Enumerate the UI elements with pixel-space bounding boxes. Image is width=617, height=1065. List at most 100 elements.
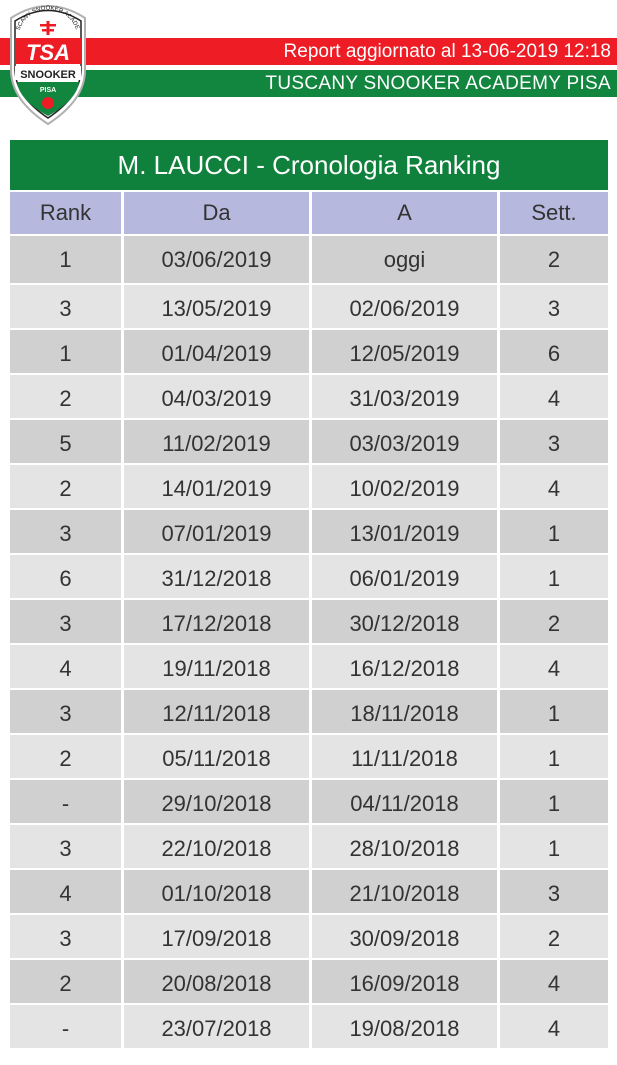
weeks-cell: 2	[500, 915, 608, 958]
from-date-cell: 01/04/2019	[124, 330, 309, 373]
from-date-cell: 17/09/2018	[124, 915, 309, 958]
from-date-cell: 12/11/2018	[124, 690, 309, 733]
from-date-cell: 14/01/2019	[124, 465, 309, 508]
to-date-cell: 10/02/2019	[312, 465, 497, 508]
table-row: 4 19/11/2018 16/12/2018 4	[10, 645, 608, 688]
weeks-cell: 4	[500, 1005, 608, 1048]
table-row: 3 12/11/2018 18/11/2018 1	[10, 690, 608, 733]
rank-cell: 3	[10, 690, 121, 733]
table-row: 4 01/10/2018 21/10/2018 3	[10, 870, 608, 913]
weeks-cell: 3	[500, 420, 608, 463]
table-row: 3 22/10/2018 28/10/2018 1	[10, 825, 608, 868]
from-date-cell: 13/05/2019	[124, 285, 309, 328]
table-row: 6 31/12/2018 06/01/2019 1	[10, 555, 608, 598]
report-updated-text: Report aggiornato al 13-06-2019 12:18	[283, 41, 611, 62]
table-row: 3 17/09/2018 30/09/2018 2	[10, 915, 608, 958]
rank-cell: 4	[10, 645, 121, 688]
to-date-cell: 28/10/2018	[312, 825, 497, 868]
column-header-from: Da	[124, 192, 309, 234]
ranking-table-title: M. LAUCCI - Cronologia Ranking	[10, 140, 608, 190]
weeks-cell: 1	[500, 780, 608, 823]
table-row: 1 03/06/2019 oggi 2	[10, 236, 608, 283]
to-date-cell: 11/11/2018	[312, 735, 497, 778]
rank-cell: 3	[10, 915, 121, 958]
to-date-cell: 18/11/2018	[312, 690, 497, 733]
to-date-cell: 04/11/2018	[312, 780, 497, 823]
to-date-cell: 30/12/2018	[312, 600, 497, 643]
weeks-cell: 1	[500, 735, 608, 778]
rank-cell: 4	[10, 870, 121, 913]
from-date-cell: 07/01/2019	[124, 510, 309, 553]
from-date-cell: 20/08/2018	[124, 960, 309, 1003]
weeks-cell: 3	[500, 870, 608, 913]
to-date-cell: 21/10/2018	[312, 870, 497, 913]
column-header-weeks: Sett.	[500, 192, 608, 234]
tsa-logo: TUSCANY SNOOKER ACADEMY TSA SNOOKER PISA	[5, 0, 86, 126]
rank-cell: 1	[10, 330, 121, 373]
table-row: 3 07/01/2019 13/01/2019 1	[10, 510, 608, 553]
logo-main-text: TSA	[26, 40, 70, 65]
logo-sub-text: SNOOKER	[20, 69, 76, 81]
academy-name-text: TUSCANY SNOOKER ACADEMY PISA	[265, 73, 611, 94]
to-date-cell: 30/09/2018	[312, 915, 497, 958]
weeks-cell: 1	[500, 690, 608, 733]
from-date-cell: 11/02/2019	[124, 420, 309, 463]
weeks-cell: 4	[500, 960, 608, 1003]
to-date-cell: oggi	[312, 236, 497, 283]
to-date-cell: 03/03/2019	[312, 420, 497, 463]
to-date-cell: 19/08/2018	[312, 1005, 497, 1048]
from-date-cell: 03/06/2019	[124, 236, 309, 283]
rank-cell: 2	[10, 735, 121, 778]
from-date-cell: 05/11/2018	[124, 735, 309, 778]
rank-cell: 2	[10, 375, 121, 418]
weeks-cell: 2	[500, 600, 608, 643]
to-date-cell: 06/01/2019	[312, 555, 497, 598]
table-row: 2 20/08/2018 16/09/2018 4	[10, 960, 608, 1003]
report-updated-banner: Report aggiornato al 13-06-2019 12:18	[0, 38, 617, 65]
to-date-cell: 12/05/2019	[312, 330, 497, 373]
rank-cell: 2	[10, 960, 121, 1003]
table-row: 1 01/04/2019 12/05/2019 6	[10, 330, 608, 373]
table-row: 2 14/01/2019 10/02/2019 4	[10, 465, 608, 508]
from-date-cell: 22/10/2018	[124, 825, 309, 868]
rank-cell: -	[10, 1005, 121, 1048]
rank-cell: 3	[10, 600, 121, 643]
weeks-cell: 1	[500, 510, 608, 553]
weeks-cell: 1	[500, 825, 608, 868]
snooker-ball-icon	[42, 97, 54, 109]
weeks-cell: 3	[500, 285, 608, 328]
to-date-cell: 02/06/2019	[312, 285, 497, 328]
column-header-to: A	[312, 192, 497, 234]
from-date-cell: 17/12/2018	[124, 600, 309, 643]
from-date-cell: 29/10/2018	[124, 780, 309, 823]
logo-city-text: PISA	[40, 87, 56, 94]
rank-cell: 6	[10, 555, 121, 598]
pisan-cross-icon	[40, 21, 56, 35]
table-row: 3 13/05/2019 02/06/2019 3	[10, 285, 608, 328]
weeks-cell: 6	[500, 330, 608, 373]
academy-name-banner: TUSCANY SNOOKER ACADEMY PISA	[0, 70, 617, 97]
from-date-cell: 19/11/2018	[124, 645, 309, 688]
to-date-cell: 13/01/2019	[312, 510, 497, 553]
rank-cell: -	[10, 780, 121, 823]
column-header-rank: Rank	[10, 192, 121, 234]
to-date-cell: 16/12/2018	[312, 645, 497, 688]
from-date-cell: 01/10/2018	[124, 870, 309, 913]
rank-cell: 1	[10, 236, 121, 283]
table-row: 5 11/02/2019 03/03/2019 3	[10, 420, 608, 463]
rank-cell: 3	[10, 285, 121, 328]
from-date-cell: 23/07/2018	[124, 1005, 309, 1048]
weeks-cell: 1	[500, 555, 608, 598]
weeks-cell: 2	[500, 236, 608, 283]
rank-cell: 2	[10, 465, 121, 508]
weeks-cell: 4	[500, 465, 608, 508]
rank-cell: 3	[10, 825, 121, 868]
rank-cell: 3	[10, 510, 121, 553]
table-row: 2 05/11/2018 11/11/2018 1	[10, 735, 608, 778]
table-row: 2 04/03/2019 31/03/2019 4	[10, 375, 608, 418]
table-row: -29/10/2018 04/11/2018 1	[10, 780, 608, 823]
from-date-cell: 31/12/2018	[124, 555, 309, 598]
from-date-cell: 04/03/2019	[124, 375, 309, 418]
table-row: 3 17/12/2018 30/12/2018 2	[10, 600, 608, 643]
ranking-table-body: 1 03/06/2019 oggi 2 3 13/05/2019 02/06/2019 3 1 0…	[10, 236, 608, 1050]
